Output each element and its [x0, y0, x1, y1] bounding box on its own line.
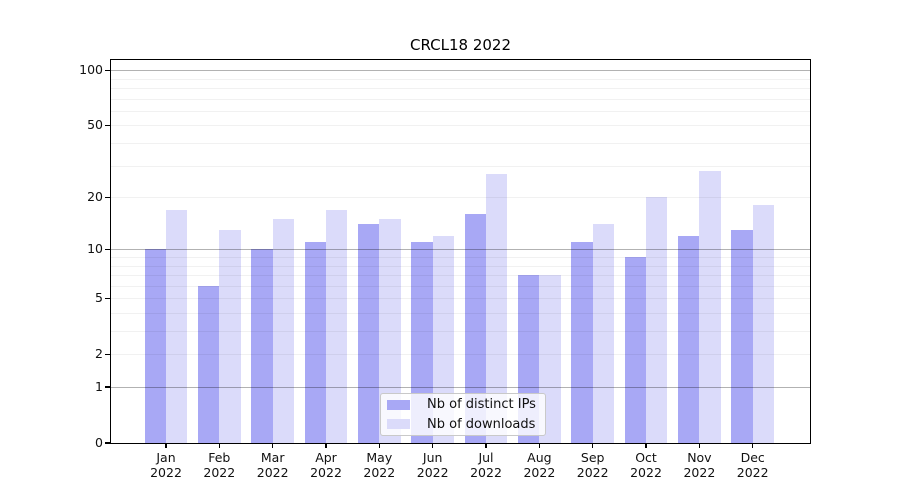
x-tick-mark-nov — [698, 443, 700, 448]
minor-gridline-60 — [111, 110, 810, 112]
bar-nb-of-distinct-ips-dec — [731, 229, 753, 443]
x-tick-mark-sep — [592, 443, 594, 448]
y-tick-label-5: 5 — [95, 290, 103, 306]
x-tick-label-jan: Jan 2022 — [150, 450, 182, 480]
x-tick-mark-mar — [272, 443, 274, 448]
minor-gridline-4 — [111, 313, 810, 314]
y-tick-mark-20 — [105, 196, 110, 198]
x-tick-label-apr: Apr 2022 — [310, 450, 342, 480]
minor-gridline-30 — [111, 165, 810, 167]
major-gridline-1 — [111, 387, 810, 388]
y-tick-label-50: 50 — [87, 117, 103, 133]
minor-gridline-5 — [111, 298, 810, 300]
minor-gridline-7 — [111, 275, 810, 276]
legend: Nb of distinct IPs Nb of downloads — [380, 393, 546, 436]
bar-nb-of-distinct-ips-apr — [304, 242, 326, 443]
legend-item-downloads: Nb of downloads — [387, 416, 539, 434]
bar-nb-of-downloads-oct — [646, 197, 668, 443]
minor-gridline-2 — [111, 354, 810, 356]
bar-nb-of-downloads-feb — [219, 229, 241, 443]
x-tick-mark-oct — [645, 443, 647, 448]
x-tick-label-may: May 2022 — [363, 450, 396, 480]
bar-nb-of-distinct-ips-jul — [464, 214, 486, 443]
x-tick-label-mar: Mar 2022 — [256, 450, 289, 480]
major-gridline-100 — [111, 70, 810, 72]
y-tick-label-100: 100 — [79, 62, 103, 78]
minor-gridline-6 — [111, 285, 810, 287]
minor-gridline-80 — [111, 88, 810, 89]
x-tick-mark-may — [378, 443, 380, 448]
legend-item-distinct-ips: Nb of distinct IPs — [387, 396, 539, 414]
bar-nb-of-distinct-ips-nov — [678, 235, 700, 443]
x-tick-label-jul: Jul 2022 — [470, 450, 502, 480]
chart-title: CRCL18 2022 — [409, 36, 511, 54]
y-tick-mark-5 — [105, 297, 110, 299]
x-tick-label-nov: Nov 2022 — [683, 450, 716, 480]
legend-label-distinct-ips: Nb of distinct IPs — [427, 397, 536, 413]
x-tick-label-feb: Feb 2022 — [203, 450, 236, 480]
y-tick-mark-0 — [105, 442, 110, 444]
bar-nb-of-distinct-ips-feb — [198, 285, 220, 443]
bar-nb-of-distinct-ips-sep — [571, 242, 593, 443]
bar-nb-of-downloads-jan — [166, 209, 188, 443]
y-tick-mark-1 — [105, 386, 110, 388]
bar-nb-of-downloads-dec — [752, 205, 774, 443]
x-tick-mark-jun — [432, 443, 434, 448]
bar-nb-of-downloads-may — [379, 219, 401, 443]
minor-gridline-9 — [111, 257, 810, 258]
legend-swatch-downloads — [387, 419, 410, 430]
bar-nb-of-downloads-nov — [699, 171, 721, 443]
x-tick-mark-jan — [165, 443, 167, 448]
x-tick-mark-feb — [218, 443, 220, 448]
y-tick-mark-50 — [105, 124, 110, 126]
legend-label-downloads: Nb of downloads — [427, 416, 536, 432]
minor-gridline-8 — [111, 265, 810, 267]
minor-gridline-20 — [111, 197, 810, 199]
bar-nb-of-downloads-jul — [486, 173, 508, 443]
minor-gridline-50 — [111, 125, 810, 127]
bar-nb-of-distinct-ips-jun — [411, 242, 433, 443]
bar-nb-of-downloads-jun — [432, 235, 454, 443]
plot-area: Nb of distinct IPs Nb of downloads — [110, 59, 811, 444]
minor-gridline-3 — [111, 331, 810, 332]
y-tick-label-1: 1 — [95, 379, 103, 394]
bar-nb-of-downloads-mar — [272, 219, 294, 443]
minor-gridline-40 — [111, 143, 810, 144]
x-tick-mark-dec — [752, 443, 754, 448]
y-tick-label-10: 10 — [87, 241, 103, 257]
major-gridline-10 — [111, 249, 810, 251]
x-tick-label-oct: Oct 2022 — [630, 450, 662, 480]
bar-nb-of-distinct-ips-oct — [624, 257, 646, 443]
y-tick-label-0: 0 — [95, 435, 103, 450]
bar-nb-of-downloads-apr — [326, 209, 348, 443]
bar-nb-of-distinct-ips-mar — [251, 249, 273, 443]
bar-nb-of-downloads-sep — [592, 224, 614, 443]
y-tick-mark-2 — [105, 353, 110, 355]
y-tick-mark-100 — [105, 69, 110, 71]
x-tick-label-dec: Dec 2022 — [736, 450, 769, 480]
x-tick-label-sep: Sep 2022 — [576, 450, 609, 480]
x-tick-label-aug: Aug 2022 — [523, 450, 556, 480]
x-tick-mark-aug — [538, 443, 540, 448]
legend-swatch-distinct-ips — [387, 399, 410, 410]
bar-nb-of-distinct-ips-jan — [144, 249, 166, 443]
x-tick-label-jun: Jun 2022 — [416, 450, 449, 480]
y-tick-label-2: 2 — [95, 346, 103, 362]
bars-layer — [111, 60, 810, 443]
minor-gridline-90 — [111, 78, 810, 80]
y-tick-label-20: 20 — [87, 189, 103, 205]
x-tick-mark-apr — [325, 443, 327, 448]
minor-gridline-70 — [111, 98, 810, 100]
x-tick-mark-jul — [485, 443, 487, 448]
bar-nb-of-distinct-ips-may — [358, 224, 380, 443]
y-tick-mark-10 — [105, 248, 110, 250]
grid-layer — [111, 60, 810, 443]
